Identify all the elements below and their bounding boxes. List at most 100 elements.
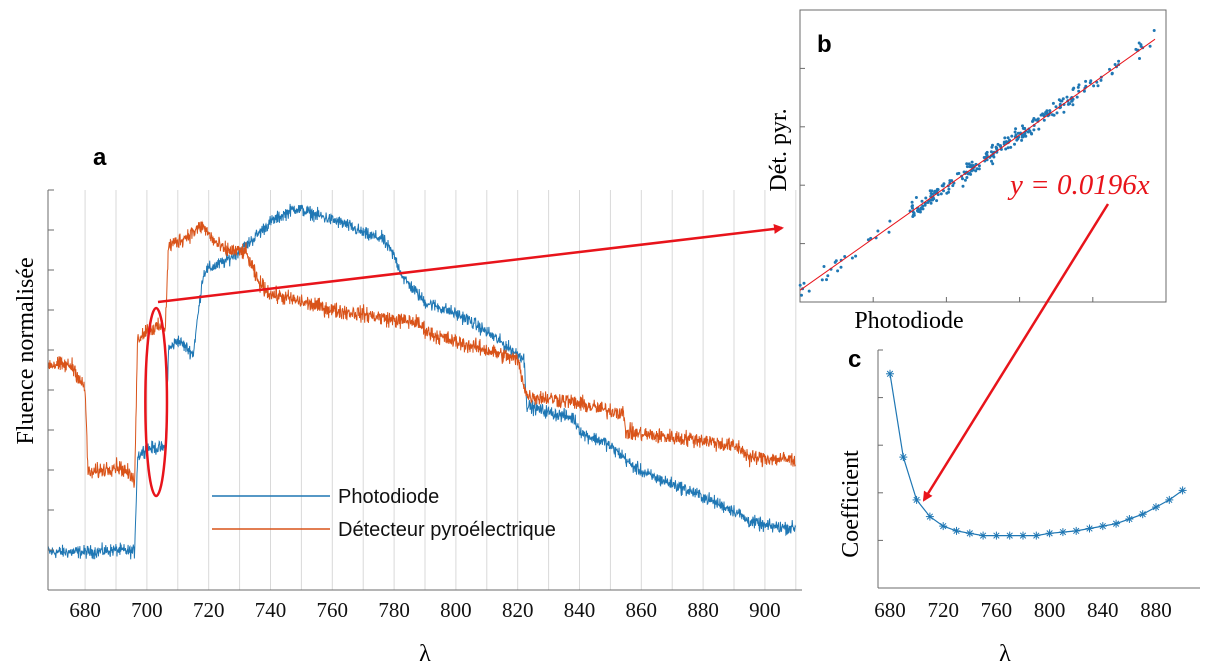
panel-b-scatter-chart: b Photodiode Dét. pyr. y = 0.0196x (766, 9, 1167, 334)
scatter-point (1060, 99, 1064, 103)
scatter-point (1110, 71, 1114, 75)
asterisk-stroke (1126, 515, 1133, 523)
fit-equation-label: y = 0.0196x (1007, 169, 1150, 201)
scatter-point (1062, 110, 1066, 114)
scatter-point (990, 145, 994, 149)
scatter-point (800, 293, 803, 297)
scatter-point (945, 191, 949, 195)
scatter-point (1009, 145, 1013, 149)
scatter-point (807, 289, 811, 293)
panel-b-x-axis-label: Photodiode (854, 308, 963, 334)
scatter-point (1108, 67, 1111, 71)
coefficient-marker (912, 495, 921, 504)
scatter-point (975, 167, 979, 171)
scatter-point (1010, 134, 1014, 138)
scatter-point (1013, 130, 1017, 134)
panel-a-axes (47, 189, 802, 591)
c-x-tick-label-760: 760 (981, 598, 1013, 622)
scatter-point (920, 199, 924, 203)
scatter-point (836, 269, 840, 273)
coefficient-marker (899, 453, 908, 462)
scatter-point (1068, 102, 1072, 106)
panel-c-label: c (848, 346, 861, 373)
panel-a-legend: Photodiode Détecteur pyroélectrique (212, 486, 556, 541)
scatter-point (876, 229, 880, 233)
coefficient-marker (925, 512, 934, 521)
asterisk-stroke (953, 527, 960, 535)
scatter-point (970, 160, 974, 164)
coefficient-marker (965, 529, 974, 538)
asterisk-stroke (926, 513, 934, 520)
scatter-point (994, 145, 998, 149)
scatter-point (965, 165, 969, 169)
scatter-point (887, 230, 891, 234)
panel-c-series (886, 369, 1187, 540)
scatter-point (854, 254, 858, 258)
scatter-point (822, 265, 826, 268)
scatter-point (1003, 136, 1007, 140)
x-tick-label-860: 860 (626, 598, 658, 622)
asterisk-stroke (1059, 528, 1067, 536)
scatter-point (910, 200, 914, 204)
scatter-point (999, 144, 1002, 148)
asterisk-stroke (966, 530, 973, 537)
scatter-point (1137, 41, 1141, 45)
scatter-point (1065, 95, 1069, 99)
scatter-point (1099, 78, 1103, 82)
scatter-point (1032, 128, 1036, 132)
scatter-point (1021, 124, 1024, 128)
asterisk-stroke (1179, 487, 1186, 494)
scatter-point (931, 192, 934, 196)
scatter-point (965, 176, 969, 179)
scatter-point (971, 168, 975, 172)
scatter-point (1013, 142, 1016, 146)
regression-line (799, 38, 1156, 291)
scatter-point (935, 199, 939, 203)
scatter-point (914, 196, 918, 199)
scatter-point (1088, 81, 1092, 85)
panel-b-frame (799, 9, 1167, 303)
scatter-point (936, 193, 940, 197)
coefficient-marker (1085, 524, 1094, 533)
scatter-point (990, 159, 993, 163)
scatter-point (912, 213, 915, 217)
scatter-point (948, 179, 952, 183)
c-x-tick-label-680: 680 (874, 598, 906, 622)
asterisk-stroke (1019, 532, 1027, 539)
scatter-point (1075, 95, 1079, 99)
scatter-point (888, 219, 892, 223)
scatter-point (1148, 44, 1152, 48)
scatter-point (1045, 111, 1049, 115)
asterisk-stroke (1139, 511, 1146, 518)
scatter-point (921, 204, 925, 208)
scatter-point (820, 278, 824, 282)
scatter-point (1092, 84, 1096, 88)
asterisk-stroke (1086, 525, 1093, 532)
scatter-point (850, 256, 854, 260)
scatter-point (992, 155, 996, 159)
asterisk-stroke (886, 370, 894, 377)
x-tick-label-680: 680 (69, 598, 101, 622)
scatter-point (1077, 89, 1081, 93)
coefficient-marker (1072, 526, 1081, 535)
coefficient-marker (1019, 531, 1027, 540)
scatter-point (969, 164, 973, 167)
coefficient-marker (939, 522, 948, 531)
panel-b-points (798, 29, 1156, 297)
asterisk-stroke (1166, 496, 1173, 504)
coefficient-marker (979, 531, 988, 540)
scatter-point (1004, 147, 1008, 151)
x-tick-label-780: 780 (378, 598, 410, 622)
panel-a-ellipse-annotation (144, 306, 169, 498)
scatter-point (991, 162, 995, 166)
scatter-point (1138, 57, 1141, 60)
scatter-point (1014, 133, 1018, 137)
asterisk-stroke (1033, 532, 1040, 539)
scatter-point (919, 206, 923, 210)
coefficient-marker (1178, 486, 1187, 495)
asterisk-stroke (900, 453, 907, 461)
panel-b-label: b (817, 31, 832, 58)
scatter-point (961, 184, 965, 188)
asterisk-stroke (1099, 522, 1106, 530)
coefficient-marker (1005, 531, 1014, 540)
